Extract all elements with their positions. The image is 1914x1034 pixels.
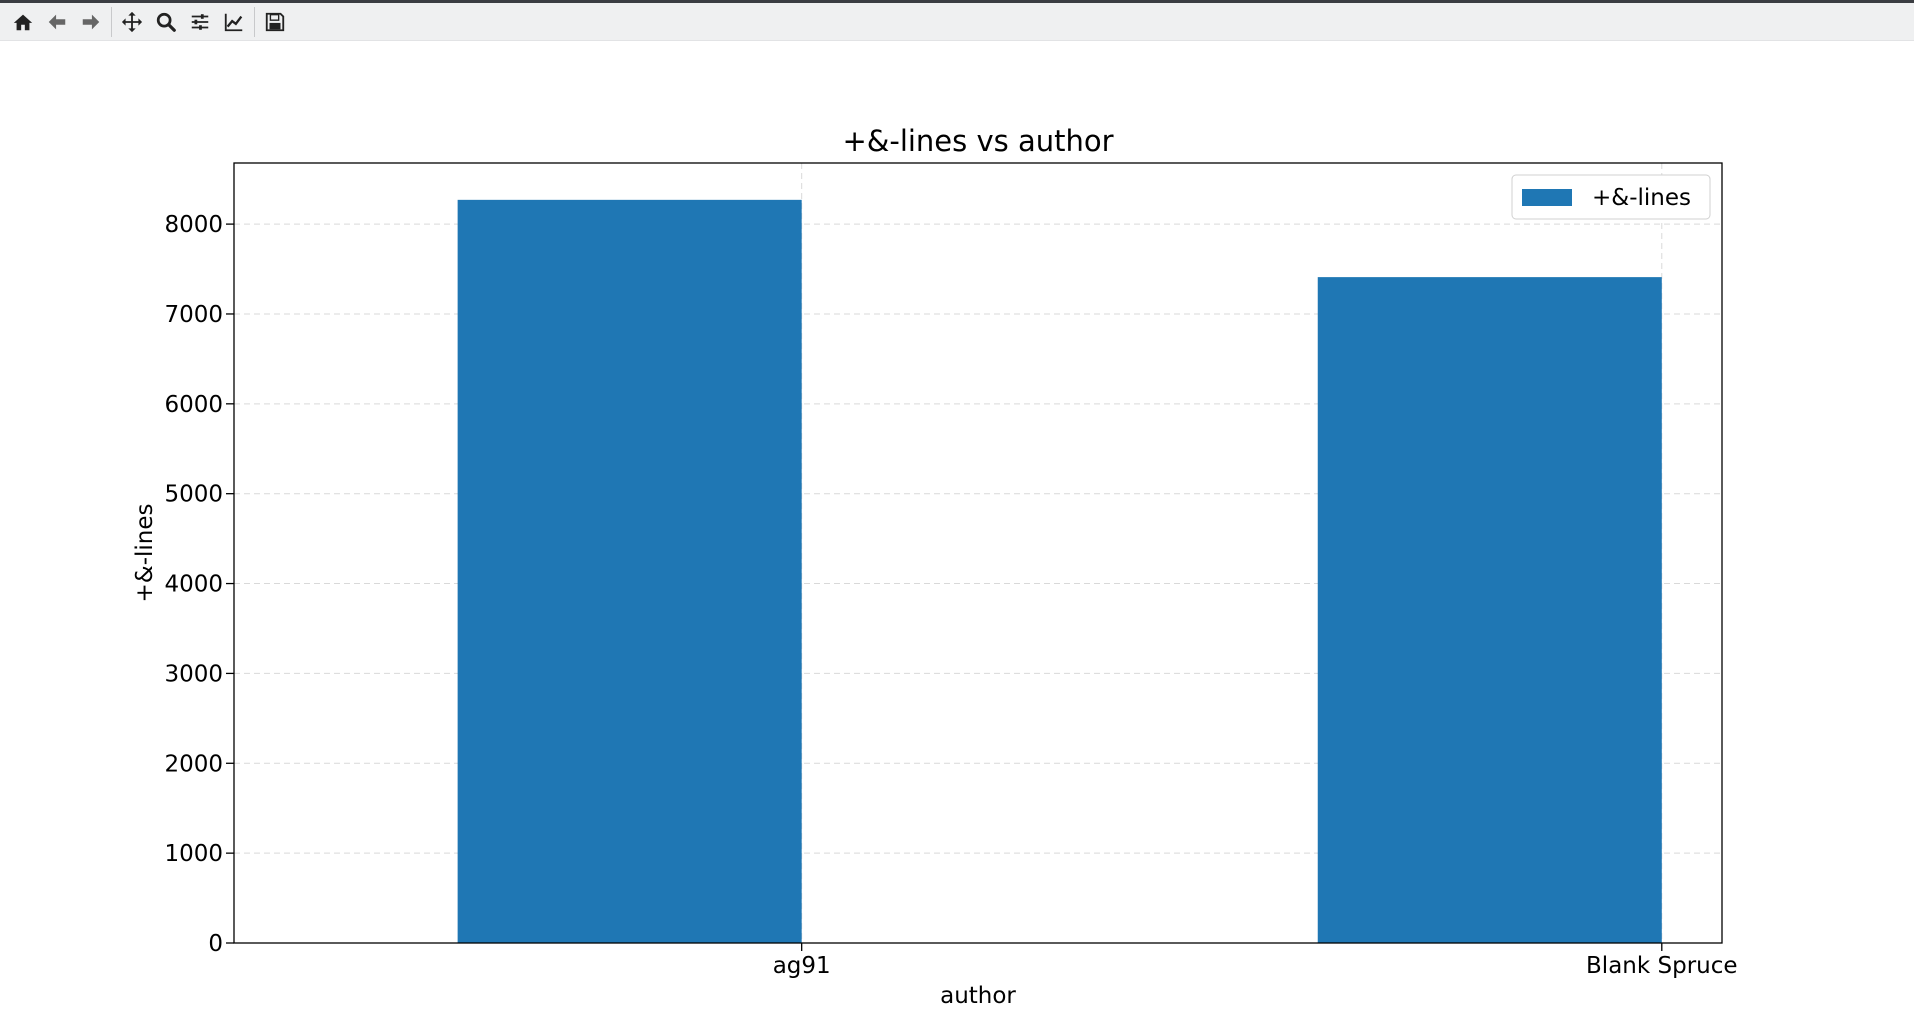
forward-button[interactable] bbox=[74, 5, 108, 39]
legend-swatch bbox=[1522, 189, 1572, 206]
save-icon bbox=[265, 12, 285, 31]
x-axis-ticks: ag91 Blank Spruce bbox=[773, 943, 1738, 979]
edit-axis-button[interactable] bbox=[217, 5, 251, 39]
chart-title: +&-lines vs author bbox=[842, 124, 1113, 158]
configure-subplots-icon bbox=[191, 13, 209, 30]
pan-icon bbox=[121, 11, 143, 32]
home-button[interactable] bbox=[6, 5, 40, 39]
x-axis-label: author bbox=[940, 983, 1016, 1009]
y-tick-label: 0 bbox=[208, 931, 223, 957]
legend: +&-lines bbox=[1511, 174, 1711, 220]
zoom-button[interactable] bbox=[149, 5, 183, 39]
y-tick-label: 1000 bbox=[164, 841, 223, 867]
y-axis-ticks: 0 1000 2000 3000 4000 5000 6000 7000 8000 bbox=[164, 212, 234, 957]
bar-chart: 0 1000 2000 3000 4000 5000 6000 7000 8000 ag91 Bl… bbox=[132, 124, 1738, 1009]
bar bbox=[1317, 277, 1662, 944]
x-tick-label: ag91 bbox=[773, 953, 831, 979]
navigation-toolbar bbox=[0, 3, 1914, 41]
pan-button[interactable] bbox=[115, 5, 149, 39]
toolbar-separator bbox=[111, 6, 112, 37]
axes-frame bbox=[233, 162, 1723, 944]
y-axis-label: +&-lines bbox=[132, 504, 158, 603]
y-tick-label: 8000 bbox=[164, 212, 223, 238]
y-tick-label: 4000 bbox=[164, 572, 223, 598]
save-button[interactable] bbox=[258, 5, 292, 39]
zoom-icon bbox=[156, 12, 176, 32]
legend-label: +&-lines bbox=[1592, 185, 1691, 211]
back-arrow-icon bbox=[48, 14, 66, 29]
toolbar-separator bbox=[254, 6, 255, 37]
edit-axis-icon bbox=[224, 13, 243, 31]
legend-box bbox=[1511, 174, 1711, 220]
figure-canvas[interactable]: 0 1000 2000 3000 4000 5000 6000 7000 8000 ag91 Bl… bbox=[0, 42, 1914, 1030]
y-tick-label: 2000 bbox=[164, 751, 223, 777]
y-tick-label: 7000 bbox=[164, 302, 223, 328]
bars bbox=[457, 199, 1662, 944]
forward-arrow-icon bbox=[82, 14, 100, 29]
y-tick-label: 3000 bbox=[164, 661, 223, 687]
back-button[interactable] bbox=[40, 5, 74, 39]
x-tick-label: Blank Spruce bbox=[1586, 953, 1738, 979]
configure-subplots-button[interactable] bbox=[183, 5, 217, 39]
window-top-border bbox=[0, 0, 1914, 3]
bar bbox=[457, 199, 802, 943]
home-icon bbox=[13, 14, 33, 30]
y-tick-label: 5000 bbox=[164, 482, 223, 508]
y-tick-label: 6000 bbox=[164, 392, 223, 418]
